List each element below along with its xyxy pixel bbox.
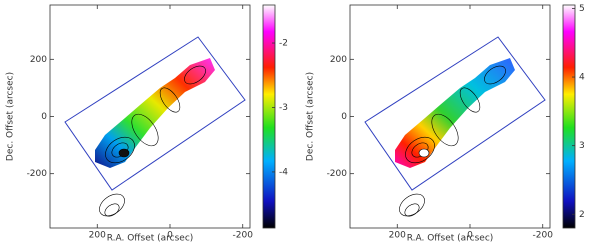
contour (184, 65, 206, 85)
contour (159, 87, 181, 113)
colorbar-tick-label: 3 (579, 141, 585, 151)
colorbar (562, 4, 576, 229)
emission-map (395, 58, 515, 168)
colorbar-tick-label: -2 (279, 39, 288, 49)
map-panel (364, 36, 546, 217)
x-tick-label: 200 (89, 231, 106, 241)
y-axis-label: Dec. Offset (arcsec) (306, 72, 316, 161)
core (418, 148, 430, 158)
colorbar-tick-label: 2 (579, 210, 585, 220)
core (118, 148, 130, 158)
y-tick-label: 200 (330, 55, 347, 65)
x-tick-label: 200 (389, 231, 406, 241)
colorbar (262, 4, 276, 229)
contour (484, 65, 506, 85)
colorbar-tick-label: -3 (279, 103, 288, 113)
y-tick-label: 0 (341, 112, 347, 122)
colorbar-tick-label: 5 (579, 4, 585, 14)
contour (131, 113, 159, 147)
x-tick-label: -200 (533, 231, 554, 241)
x-tick-label: 0 (167, 231, 173, 241)
map-panel (64, 36, 246, 217)
contour (404, 203, 420, 217)
x-tick-label: 0 (467, 231, 473, 241)
colorbar-tick-label: 4 (579, 73, 585, 83)
contour (105, 136, 135, 164)
y-tick-label: 200 (30, 55, 47, 65)
y-tick-label: -200 (327, 169, 348, 179)
field-box (364, 36, 546, 191)
contour (431, 113, 459, 147)
contour (405, 136, 435, 164)
contour (459, 87, 481, 113)
field-box (64, 36, 246, 191)
y-tick-label: -200 (27, 169, 48, 179)
y-axis-label: Dec. Offset (arcsec) (6, 72, 16, 161)
y-tick-label: 0 (41, 112, 47, 122)
x-axis-label: R.A. Offset (arcsec) (107, 234, 194, 244)
colorbar-tick-label: -4 (279, 167, 288, 177)
contour (104, 203, 120, 217)
x-axis-label: R.A. Offset (arcsec) (407, 234, 494, 244)
emission-map (95, 58, 215, 168)
x-tick-label: -200 (233, 231, 254, 241)
